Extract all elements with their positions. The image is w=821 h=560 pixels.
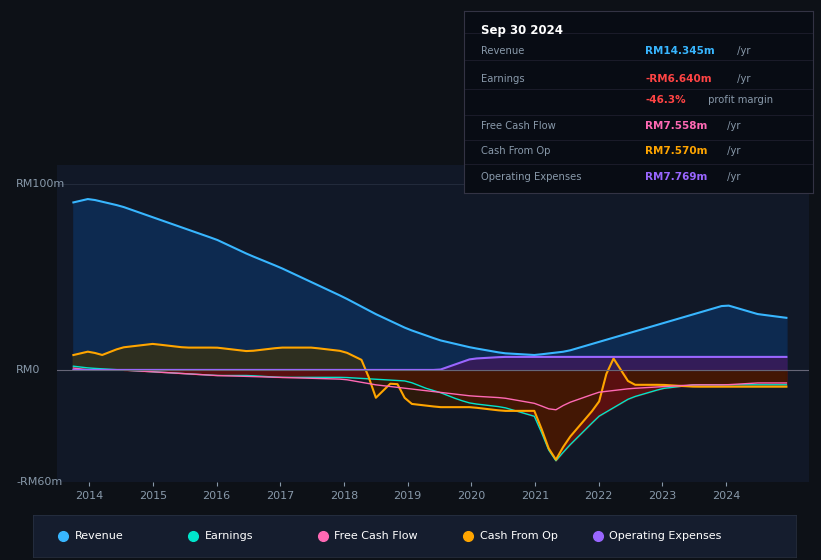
Text: Cash From Op: Cash From Op	[479, 531, 557, 541]
Text: -RM6.640m: -RM6.640m	[645, 73, 712, 83]
Text: /yr: /yr	[734, 73, 750, 83]
Text: RM7.558m: RM7.558m	[645, 121, 708, 131]
Text: Free Cash Flow: Free Cash Flow	[481, 121, 556, 131]
Text: Operating Expenses: Operating Expenses	[481, 172, 582, 182]
Text: Earnings: Earnings	[481, 73, 525, 83]
Text: Operating Expenses: Operating Expenses	[609, 531, 722, 541]
Text: Cash From Op: Cash From Op	[481, 146, 551, 156]
Text: -RM60m: -RM60m	[16, 477, 62, 487]
Text: /yr: /yr	[724, 172, 741, 182]
Text: /yr: /yr	[734, 46, 750, 56]
Text: -46.3%: -46.3%	[645, 95, 686, 105]
Text: Free Cash Flow: Free Cash Flow	[334, 531, 418, 541]
Text: profit margin: profit margin	[705, 95, 773, 105]
Text: RM100m: RM100m	[16, 179, 66, 189]
Text: RM14.345m: RM14.345m	[645, 46, 715, 56]
Text: RM7.570m: RM7.570m	[645, 146, 708, 156]
Text: Revenue: Revenue	[75, 531, 124, 541]
Text: Revenue: Revenue	[481, 46, 525, 56]
Text: RM7.769m: RM7.769m	[645, 172, 708, 182]
Text: Sep 30 2024: Sep 30 2024	[481, 24, 563, 37]
Text: /yr: /yr	[724, 146, 741, 156]
Text: Earnings: Earnings	[204, 531, 253, 541]
Text: RM0: RM0	[16, 365, 40, 375]
Text: /yr: /yr	[724, 121, 741, 131]
